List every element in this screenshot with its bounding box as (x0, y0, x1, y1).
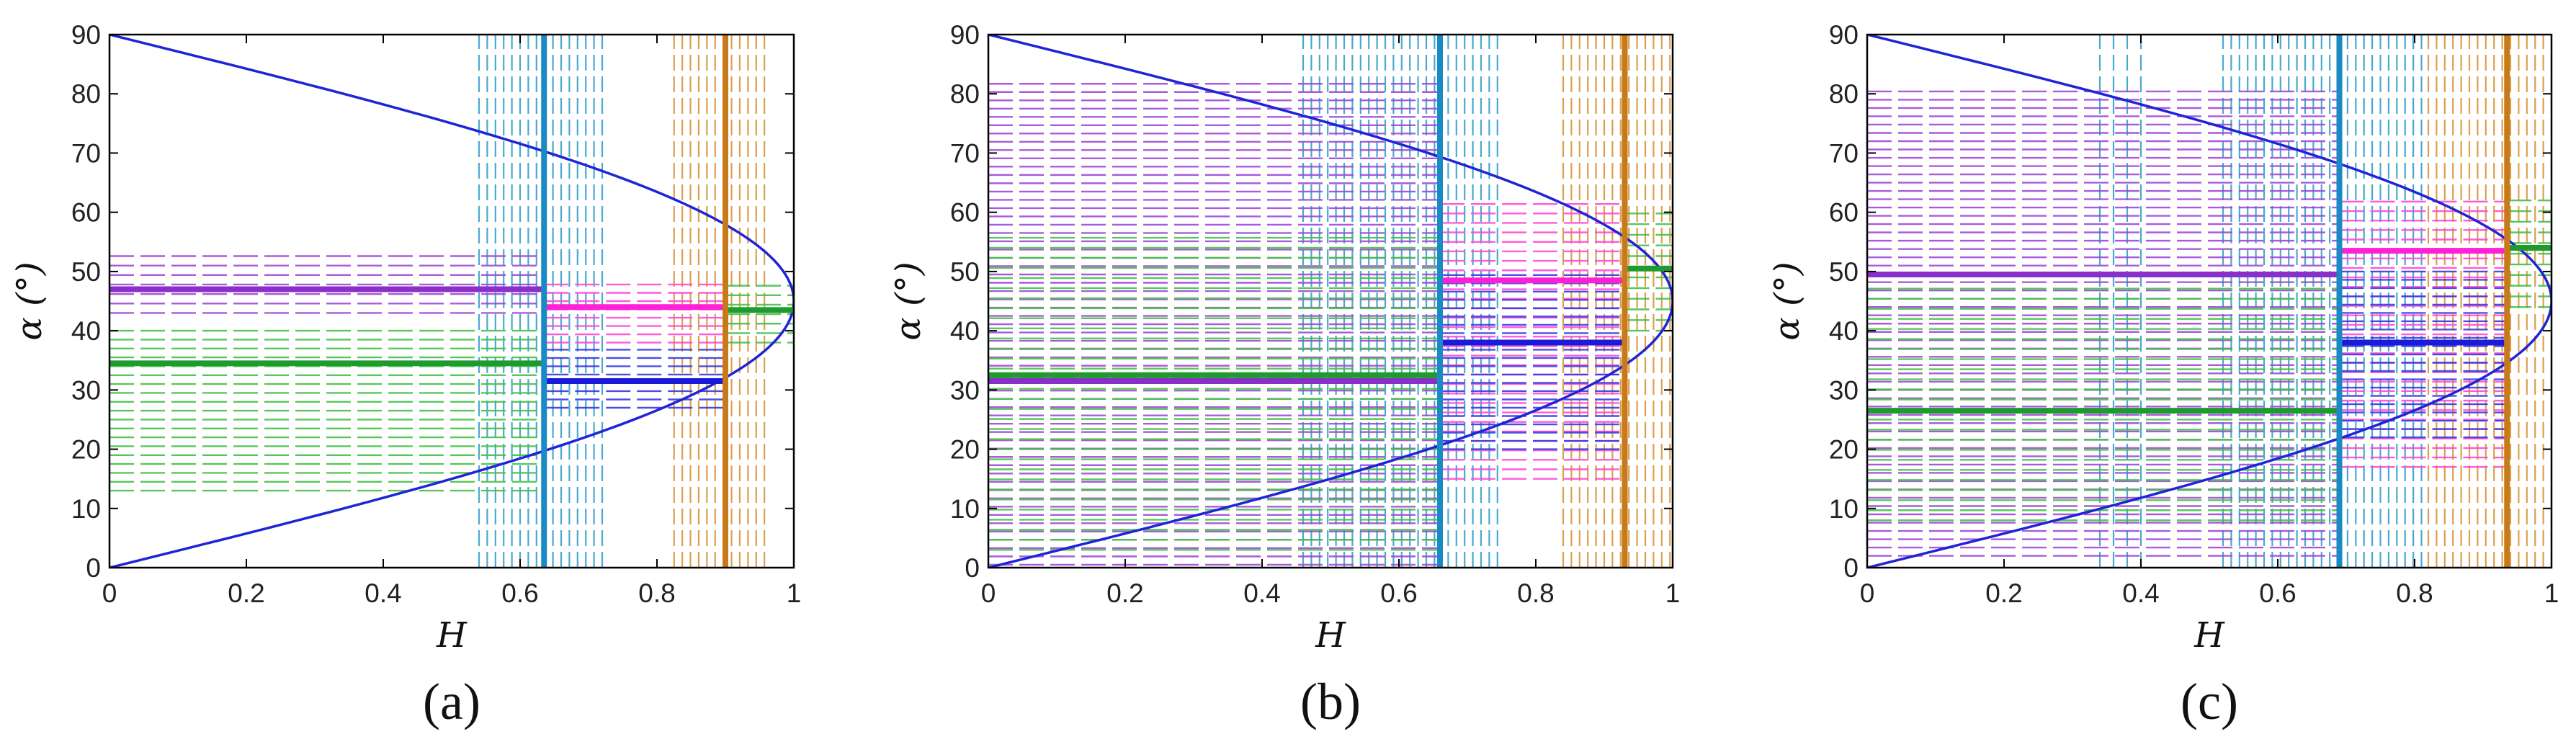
y-tick-label: 90 (1829, 20, 1859, 50)
y-tick-label: 0 (1843, 553, 1859, 583)
y-tick-label: 0 (86, 553, 101, 583)
x-tick-label: 1 (1665, 578, 1681, 608)
x-tick-label: 0.4 (365, 578, 401, 608)
y-tick-label: 20 (950, 435, 980, 465)
plot-area (988, 35, 1673, 568)
y-axis-label: α (°) (9, 262, 50, 340)
x-axis-label: H (2193, 615, 2225, 656)
plot-area (1867, 35, 2552, 568)
dashed-vertical-band (2098, 35, 2142, 568)
y-tick-label: 40 (950, 316, 980, 346)
y-tick-label: 20 (71, 435, 101, 465)
y-tick-label: 80 (950, 79, 980, 109)
y-tick-label: 30 (1829, 375, 1859, 405)
x-tick-label: 0 (1860, 578, 1875, 608)
dashed-horizontal-band (2507, 200, 2552, 308)
y-tick-label: 10 (1829, 494, 1859, 524)
x-tick-label: 1 (2544, 578, 2559, 608)
x-tick-label: 0.4 (2122, 578, 2159, 608)
y-tick-label: 50 (1829, 257, 1859, 287)
y-tick-label: 60 (950, 198, 980, 228)
y-tick-label: 50 (950, 257, 980, 287)
x-tick-label: 0.2 (228, 578, 264, 608)
y-axis-label: α (°) (888, 262, 929, 340)
x-tick-label: 0.2 (1106, 578, 1143, 608)
x-axis-label: H (436, 615, 468, 656)
y-tick-label: 10 (950, 494, 980, 524)
panel-caption: (a) (423, 673, 480, 730)
y-axis-label: α (°) (1767, 262, 1807, 340)
x-tick-label: 0.6 (1380, 578, 1417, 608)
boundary-curve (988, 35, 1673, 568)
x-tick-label: 1 (787, 578, 802, 608)
plot-area (109, 35, 794, 568)
y-tick-label: 80 (71, 79, 101, 109)
boundary-curve (109, 35, 794, 568)
axes-frame (108, 33, 795, 569)
y-tick-label: 80 (1829, 79, 1859, 109)
panel-caption: (c) (2181, 673, 2238, 730)
y-tick-label: 70 (71, 138, 101, 168)
dashed-horizontal-band (725, 285, 794, 344)
y-tick-label: 20 (1829, 435, 1859, 465)
x-tick-label: 0.8 (638, 578, 675, 608)
dashed-horizontal-band (2339, 200, 2508, 468)
y-tick-label: 70 (1829, 138, 1859, 168)
y-tick-label: 90 (950, 20, 980, 50)
x-axis-label: H (1315, 615, 1346, 656)
y-tick-label: 60 (71, 198, 101, 228)
y-tick-label: 0 (965, 553, 980, 583)
x-tick-label: 0.8 (1517, 578, 1554, 608)
y-tick-label: 40 (1829, 316, 1859, 346)
dashed-horizontal-band (2339, 270, 2508, 439)
x-tick-label: 0.8 (2396, 578, 2433, 608)
axes-frame (1866, 33, 2553, 569)
x-tick-label: 0.4 (1243, 578, 1280, 608)
x-tick-label: 0.6 (2259, 578, 2296, 608)
plot-background (988, 35, 1673, 568)
axes-frame (987, 33, 1674, 569)
dashed-horizontal-band (988, 236, 1440, 551)
x-tick-label: 0.6 (501, 578, 538, 608)
plot-background (1867, 35, 2552, 568)
y-tick-label: 40 (71, 316, 101, 346)
y-tick-label: 70 (950, 138, 980, 168)
dashed-horizontal-band (109, 255, 545, 314)
y-tick-label: 30 (71, 375, 101, 405)
dashed-horizontal-band (988, 83, 1440, 566)
dashed-vertical-band (2427, 35, 2552, 568)
y-tick-label: 90 (71, 20, 101, 50)
y-tick-label: 10 (71, 494, 101, 524)
y-tick-label: 30 (950, 375, 980, 405)
x-tick-label: 0.2 (1985, 578, 2022, 608)
panel-caption: (b) (1300, 673, 1361, 730)
x-tick-label: 0 (981, 578, 996, 608)
boundary-curve (1867, 35, 2552, 568)
y-tick-label: 50 (71, 257, 101, 287)
x-tick-label: 0 (102, 578, 117, 608)
dashed-horizontal-band (109, 329, 545, 492)
y-tick-label: 60 (1829, 198, 1859, 228)
